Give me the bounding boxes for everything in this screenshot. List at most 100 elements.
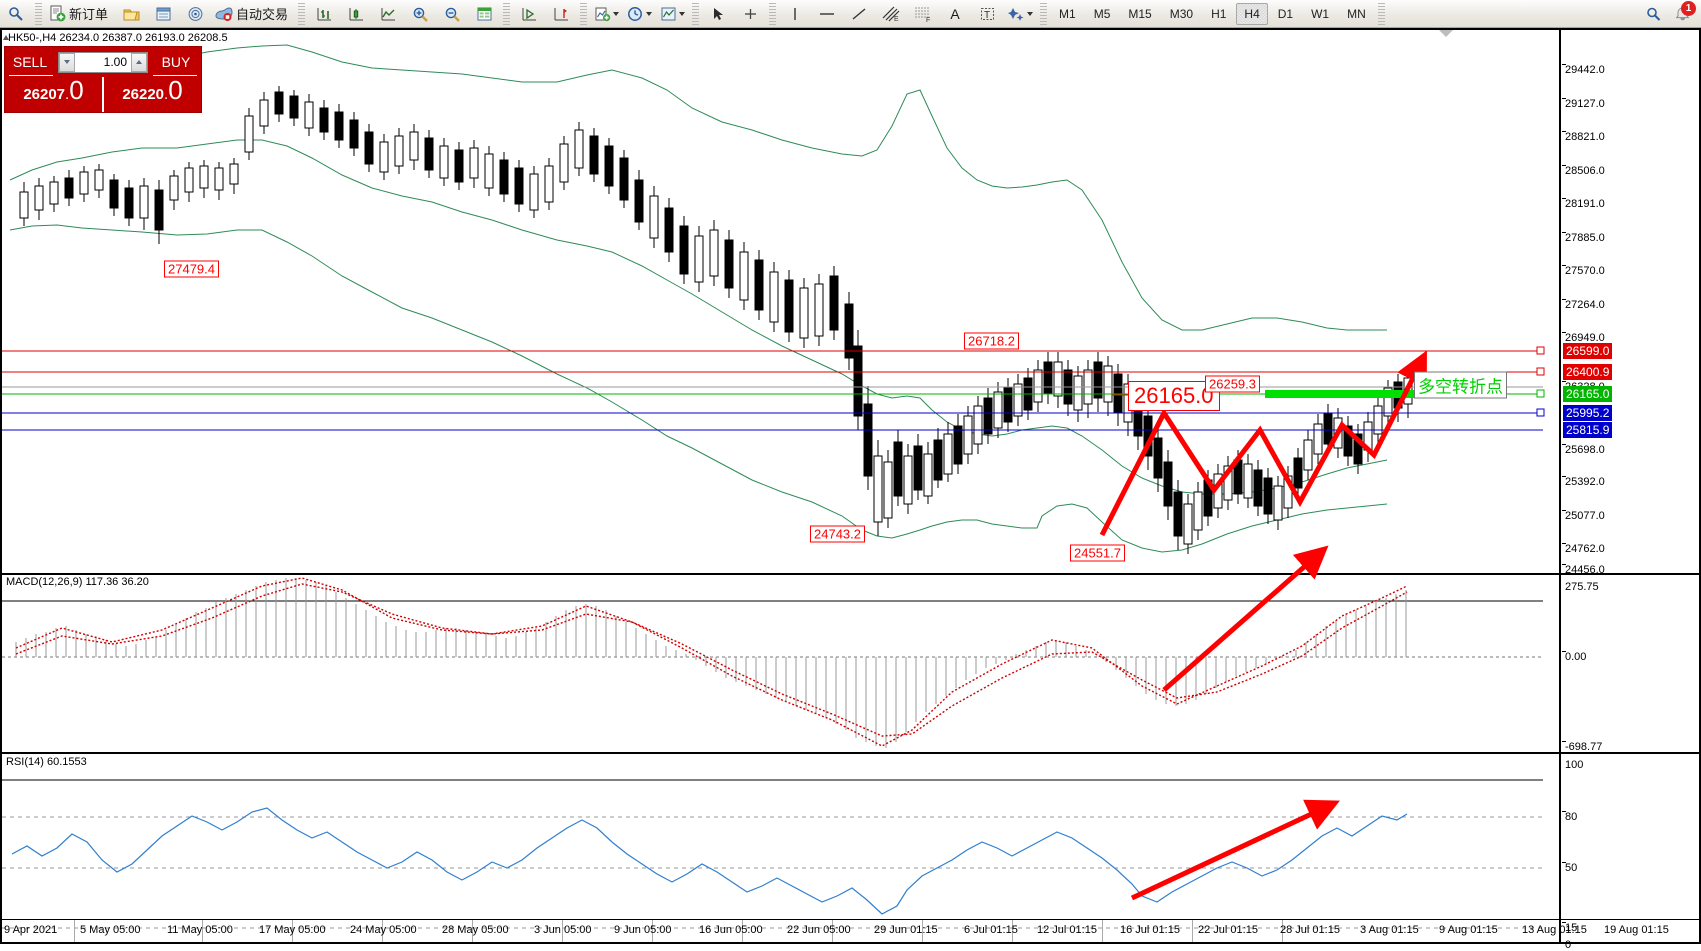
line-anchor: [1536, 389, 1545, 398]
autoscroll-icon[interactable]: [514, 1, 544, 27]
annotation-26718[interactable]: 26718.2: [964, 332, 1019, 350]
price-tick: 25392.0: [1562, 476, 1605, 488]
sell-button[interactable]: SELL: [12, 54, 48, 70]
price-tick: 24762.0: [1562, 543, 1605, 555]
bell-icon[interactable]: 1: [1669, 0, 1696, 26]
shapes-icon[interactable]: [1004, 1, 1036, 27]
price-tick: 27570.0: [1562, 265, 1605, 277]
collapse-arrow-icon[interactable]: [2, 34, 10, 42]
chart-shift-icon[interactable]: [546, 1, 576, 27]
price-tick: 25698.0: [1562, 444, 1605, 456]
annotation-turning-point[interactable]: 多空转折点: [1414, 371, 1507, 399]
cursor-icon[interactable]: [703, 1, 733, 27]
price-tag-26400[interactable]: 26400.9: [1563, 364, 1613, 380]
macd-tick: 275.75: [1565, 581, 1599, 593]
price-tick: 28191.0: [1562, 198, 1605, 210]
timeframe-m30[interactable]: M30: [1169, 6, 1194, 21]
time-tick: 9 Apr 2021: [4, 924, 58, 936]
annotation-24743[interactable]: 24743.2: [810, 525, 865, 543]
time-tick: 9 Jun 05:00: [614, 924, 672, 936]
volume-value[interactable]: 1.00: [103, 55, 127, 69]
price-tag-26599[interactable]: 26599.0: [1563, 343, 1613, 359]
search-icon[interactable]: [1638, 1, 1668, 27]
chevron-down-icon[interactable]: [646, 11, 653, 16]
timeframe-mn[interactable]: MN: [1347, 6, 1366, 21]
annotation-27479[interactable]: 27479.4: [164, 260, 219, 278]
rsi-tick: 80: [1562, 811, 1577, 823]
macd-main-line: [15, 577, 1408, 747]
toolbar-separator: [503, 2, 511, 25]
time-tick: 28 Jul 01:15: [1280, 924, 1340, 936]
sell-price-dot: .: [65, 86, 70, 103]
sell-price[interactable]: 26207 . 0: [5, 77, 102, 112]
new-order-button[interactable]: 新订单: [46, 1, 114, 27]
svg-text:F: F: [926, 17, 930, 22]
timeframe-m5[interactable]: M5: [1093, 6, 1111, 21]
auto-trading-button[interactable]: 自动交易: [212, 1, 294, 27]
time-tick: 13 Aug 01:15: [1522, 924, 1587, 936]
radar-icon[interactable]: [180, 1, 210, 27]
timeframe-m15[interactable]: M15: [1128, 6, 1152, 21]
svg-text:T: T: [984, 10, 990, 21]
volume-stepper[interactable]: 1.00: [58, 51, 148, 73]
macd-header: MACD(12,26,9) 117.36 36.20: [6, 576, 149, 588]
bar-chart-icon[interactable]: [309, 1, 339, 27]
crosshair-icon[interactable]: [735, 1, 765, 27]
price-tag-26165[interactable]: 26165.0: [1563, 386, 1613, 402]
annotation-26165[interactable]: 26165.0: [1128, 381, 1220, 411]
text-label-icon[interactable]: T: [972, 1, 1002, 27]
templates-icon[interactable]: [657, 1, 688, 27]
buy-underline: [153, 75, 197, 76]
horizontal-line-icon[interactable]: [812, 1, 842, 27]
timeframe-h4[interactable]: H4: [1236, 2, 1268, 25]
buy-button[interactable]: BUY: [161, 54, 191, 70]
zoom-out-icon[interactable]: [437, 1, 467, 27]
indicators-icon[interactable]: [591, 1, 622, 27]
one-click-trading-panel[interactable]: SELL 1.00 BUY 26207 . 0 26220: [4, 46, 202, 113]
price-tag-25815[interactable]: 25815.9: [1563, 422, 1613, 438]
price-tag-25995[interactable]: 25995.2: [1563, 405, 1613, 421]
candlestick-series: [19, 86, 1413, 554]
rsi-header: RSI(14) 60.1553: [6, 756, 87, 768]
buy-price[interactable]: 26220 . 0: [104, 77, 201, 112]
vertical-line-icon[interactable]: [780, 1, 810, 27]
price-axis[interactable]: 29442.0 29127.0 28821.0 28506.0 28191.0 …: [1559, 30, 1699, 951]
trendline-icon[interactable]: [844, 1, 874, 27]
rsi-tick: 15: [1562, 922, 1577, 934]
grid-icon[interactable]: [469, 1, 499, 27]
annotation-26259[interactable]: 26259.3: [1205, 375, 1260, 393]
new-order-label: 新订单: [69, 7, 109, 22]
timeframe-d1[interactable]: D1: [1277, 6, 1294, 21]
timeframe-w1[interactable]: W1: [1311, 6, 1330, 21]
time-axis[interactable]: 9 Apr 2021 5 May 05:00 11 May 05:00 17 M…: [2, 919, 1699, 942]
data-window-icon[interactable]: [148, 1, 178, 27]
price-pane: [2, 44, 1545, 554]
zoom-in-icon[interactable]: [405, 1, 435, 27]
chart-window[interactable]: HK50-,H4 26234.0 26387.0 26193.0 26208.5: [0, 28, 1701, 951]
chevron-down-icon[interactable]: [679, 11, 686, 16]
equidistant-channel-icon[interactable]: E: [876, 1, 906, 27]
time-tick: 22 Jun 05:00: [787, 924, 851, 936]
zigzag-analysis-line: [1099, 350, 1427, 537]
sell-price-dec: 0: [69, 75, 84, 105]
clock-icon[interactable]: [624, 1, 655, 27]
line-chart-icon[interactable]: [373, 1, 403, 27]
text-icon[interactable]: A: [940, 1, 970, 27]
timeframe-m1[interactable]: M1: [1059, 6, 1076, 21]
chart-scroll-handle[interactable]: [1439, 30, 1453, 37]
magnifier-icon[interactable]: [1, 1, 31, 27]
chevron-down-icon[interactable]: [1027, 11, 1034, 16]
candle-chart-icon[interactable]: [341, 1, 371, 27]
chevron-down-icon[interactable]: [613, 11, 620, 16]
price-tick: 26949.0: [1562, 332, 1605, 344]
buy-price-int: 26220: [122, 86, 165, 103]
rsi-trend-arrow: [1130, 799, 1340, 901]
line-anchor: [1536, 367, 1545, 376]
fibonacci-icon[interactable]: F: [908, 1, 938, 27]
timeframe-h1[interactable]: H1: [1211, 6, 1227, 21]
price-chart-canvas[interactable]: [2, 30, 1699, 942]
volume-down-button[interactable]: [59, 52, 75, 72]
annotation-24551[interactable]: 24551.7: [1070, 544, 1125, 562]
folder-icon[interactable]: [116, 1, 146, 27]
volume-up-button[interactable]: [131, 52, 147, 72]
